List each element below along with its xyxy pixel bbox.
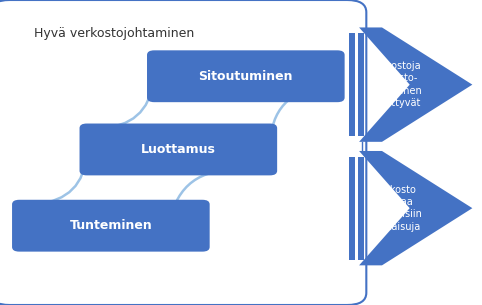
Polygon shape	[359, 27, 472, 142]
Text: Luottamus: Luottamus	[141, 143, 216, 156]
Text: Verkosto
tuottaa
haasteisiin
ratkaisuja: Verkosto tuottaa haasteisiin ratkaisuja	[369, 185, 422, 232]
FancyBboxPatch shape	[147, 50, 345, 102]
FancyBboxPatch shape	[0, 0, 366, 305]
Polygon shape	[359, 151, 472, 265]
Bar	[358, 33, 364, 136]
Text: Tunteminen: Tunteminen	[69, 219, 152, 232]
Text: Sitoutuminen: Sitoutuminen	[199, 70, 293, 83]
FancyBboxPatch shape	[80, 124, 277, 175]
Bar	[349, 33, 355, 136]
Bar	[349, 157, 355, 260]
FancyBboxPatch shape	[12, 200, 210, 252]
Bar	[358, 157, 364, 260]
Text: Verkostoja
verkosto-
osaaminen
kehittyvät: Verkostoja verkosto- osaaminen kehittyvä…	[369, 61, 423, 108]
Text: Hyvä verkostojohtaminen: Hyvä verkostojohtaminen	[34, 27, 194, 41]
